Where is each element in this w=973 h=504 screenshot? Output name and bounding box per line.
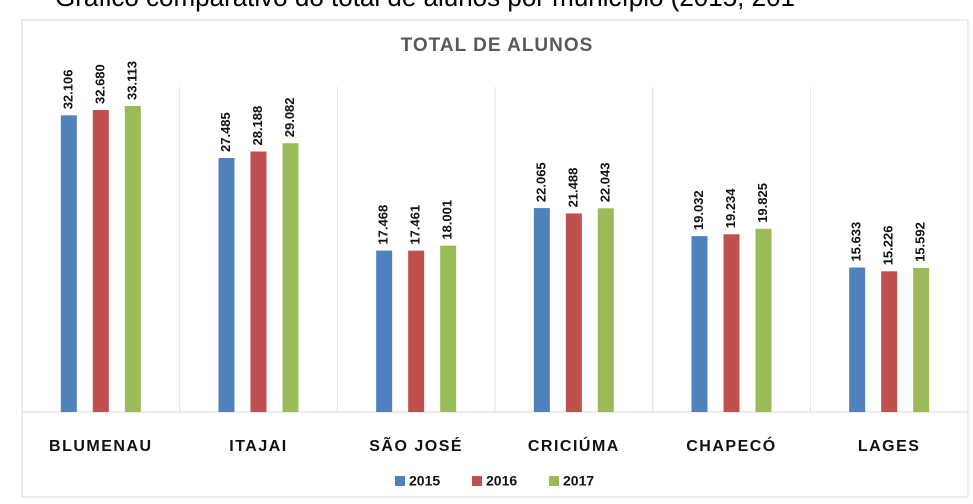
bar — [124, 106, 141, 412]
legend-swatch — [472, 476, 482, 486]
caption: Gráfico comparativo do total de alunos p… — [55, 0, 795, 12]
bar — [440, 245, 457, 412]
bar — [376, 250, 393, 412]
legend-label: 2016 — [486, 473, 517, 489]
value-label: 28.188 — [250, 106, 265, 146]
bar — [218, 158, 235, 412]
bar — [881, 271, 898, 412]
x-tick-label: CHAPECÓ — [686, 436, 777, 455]
value-label: 19.032 — [691, 190, 706, 230]
bar — [565, 213, 582, 412]
value-label: 17.468 — [376, 205, 391, 245]
value-label: 32.680 — [92, 64, 107, 104]
value-label: 19.825 — [755, 183, 770, 223]
value-label: 22.043 — [597, 163, 612, 203]
bar — [250, 151, 267, 412]
bar — [60, 115, 77, 412]
legend-label: 2015 — [409, 473, 440, 489]
legend-label: 2017 — [563, 473, 594, 489]
value-label: 33.113 — [124, 61, 139, 100]
x-tick-label: ITAJAI — [229, 438, 287, 455]
value-label: 21.488 — [565, 168, 580, 208]
x-tick-label: LAGES — [858, 438, 921, 455]
value-label: 15.592 — [913, 222, 928, 262]
chart-title: TOTAL DE ALUNOS — [401, 35, 594, 56]
legend-swatch — [549, 476, 559, 486]
value-label: 15.226 — [881, 226, 896, 266]
value-label: 18.001 — [440, 200, 455, 240]
value-label: 17.461 — [408, 205, 423, 245]
bar — [691, 236, 708, 412]
value-label: 27.485 — [218, 112, 233, 152]
bar — [597, 208, 614, 412]
x-tick-label: SÃO JOSÉ — [369, 435, 463, 455]
bar — [533, 208, 550, 412]
value-label: 22.065 — [533, 162, 548, 202]
value-label: 32.106 — [60, 70, 75, 110]
bar — [913, 267, 930, 412]
legend-swatch — [395, 476, 405, 486]
bar — [282, 143, 299, 413]
value-label: 15.633 — [849, 222, 864, 262]
value-label: 29.082 — [282, 97, 297, 137]
bar — [408, 250, 425, 412]
x-tick-label: BLUMENAU — [49, 438, 153, 455]
value-label: 19.234 — [723, 188, 738, 229]
bar — [92, 110, 109, 412]
x-tick-label: CRICIÚMA — [528, 436, 620, 455]
bar — [755, 228, 772, 412]
bar — [723, 234, 740, 412]
bar — [849, 267, 866, 412]
